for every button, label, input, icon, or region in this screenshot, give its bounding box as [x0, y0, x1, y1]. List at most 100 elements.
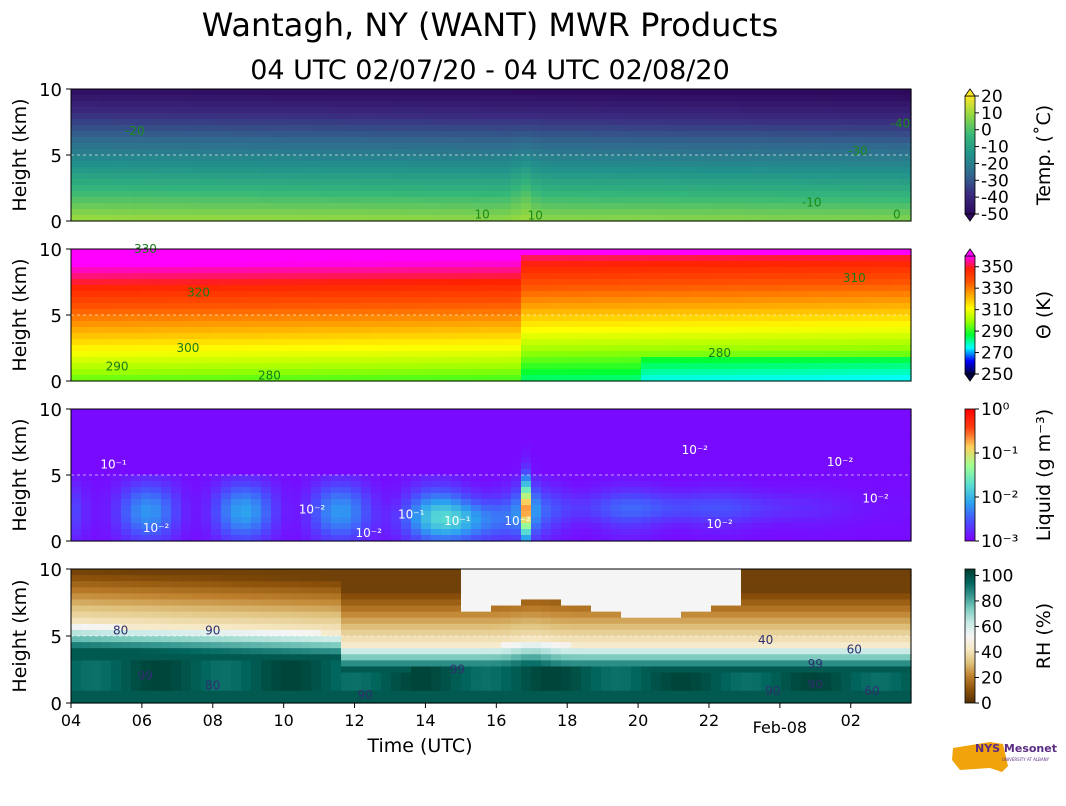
heatmap-cell [501, 487, 512, 494]
heatmap-cell [161, 143, 172, 150]
heatmap-cell [711, 375, 722, 382]
heatmap-cell [211, 285, 222, 292]
heatmap-cell [841, 179, 852, 186]
heatmap-cell [551, 535, 562, 542]
heatmap-cell [391, 351, 402, 358]
heatmap-cell [451, 369, 462, 376]
heatmap-cell [791, 363, 802, 370]
heatmap-cell [801, 333, 812, 340]
heatmap-cell [841, 149, 852, 156]
heatmap-cell [241, 95, 252, 102]
heatmap-cell [611, 421, 622, 428]
heatmap-cell [641, 363, 652, 370]
heatmap-cell [851, 131, 862, 138]
heatmap-cell [171, 445, 182, 452]
heatmap-cell [421, 197, 432, 204]
heatmap-cell [601, 291, 612, 298]
heatmap-cell [271, 89, 282, 96]
heatmap-cell [241, 149, 252, 156]
heatmap-cell [341, 351, 352, 358]
heatmap-cell [341, 487, 352, 494]
heatmap-cell [741, 209, 752, 216]
heatmap-cell [261, 179, 272, 186]
heatmap-cell [571, 327, 582, 334]
heatmap-cell [541, 185, 552, 192]
heatmap-cell [481, 89, 492, 96]
heatmap-cell [261, 529, 272, 536]
heatmap-cell [161, 255, 172, 262]
heatmap-cell [681, 185, 692, 192]
heatmap-cell [71, 137, 82, 144]
heatmap-cell [411, 291, 422, 298]
heatmap-cell [111, 113, 122, 120]
heatmap-cell [221, 475, 232, 482]
heatmap-cell [651, 303, 662, 310]
heatmap-cell [431, 161, 442, 168]
heatmap-cell [651, 351, 662, 358]
heatmap-cell [211, 209, 222, 216]
heatmap-cell [581, 131, 592, 138]
heatmap-cell [331, 463, 342, 470]
heatmap-cell [451, 451, 462, 458]
heatmap-cell [161, 309, 172, 316]
heatmap-cell [171, 421, 182, 428]
heatmap-cell [721, 131, 732, 138]
heatmap-cell [311, 161, 322, 168]
heatmap-cell [541, 481, 552, 488]
heatmap-cell [851, 101, 862, 108]
heatmap-cell [241, 409, 252, 416]
heatmap-cell [511, 261, 522, 268]
heatmap-cell [91, 191, 102, 198]
heatmap-cell [571, 297, 582, 304]
heatmap-cell [621, 475, 632, 482]
heatmap-cell [691, 167, 702, 174]
heatmap-cell [191, 451, 202, 458]
heatmap-cell [341, 149, 352, 156]
heatmap-cell [361, 409, 372, 416]
heatmap-cell [551, 197, 562, 204]
heatmap-cell [181, 451, 192, 458]
heatmap-cell [901, 173, 912, 180]
heatmap-cell [141, 267, 152, 274]
heatmap-cell [471, 339, 482, 346]
heatmap-cell [111, 321, 122, 328]
heatmap-cell [131, 203, 142, 210]
heatmap-cell [591, 107, 602, 114]
heatmap-cell [741, 191, 752, 198]
colorbar-tick-label: 350 [981, 258, 1013, 278]
heatmap-cell [261, 475, 272, 482]
heatmap-cell [381, 249, 392, 256]
heatmap-cell [611, 333, 622, 340]
heatmap-cell [591, 363, 602, 370]
heatmap-cell [871, 215, 882, 222]
heatmap-cell [121, 113, 132, 120]
heatmap-cell [321, 137, 332, 144]
heatmap-cell [481, 203, 492, 210]
heatmap-cell [81, 439, 92, 446]
heatmap-cell [631, 209, 642, 216]
contour-label: -30 [848, 144, 868, 158]
heatmap-cell [321, 279, 332, 286]
heatmap-cell [731, 357, 742, 364]
heatmap-cell [301, 161, 312, 168]
heatmap-cell [521, 345, 532, 352]
heatmap-cell [591, 357, 602, 364]
heatmap-cell [751, 279, 762, 286]
heatmap-cell [671, 267, 682, 274]
heatmap-cell [91, 375, 102, 382]
heatmap-cell [831, 179, 842, 186]
heatmap-cell [241, 351, 252, 358]
heatmap-cell [201, 469, 212, 476]
heatmap-cell [251, 173, 262, 180]
heatmap-cell [251, 291, 262, 298]
heatmap-cell [281, 439, 292, 446]
heatmap-cell [551, 523, 562, 530]
heatmap-cell [261, 137, 272, 144]
heatmap-cell [591, 523, 602, 530]
heatmap-cell [631, 215, 642, 222]
heatmap-cell [201, 303, 212, 310]
heatmap-cell [851, 161, 862, 168]
heatmap-cell [301, 517, 312, 524]
heatmap-cell [241, 427, 252, 434]
heatmap-cell [901, 161, 912, 168]
